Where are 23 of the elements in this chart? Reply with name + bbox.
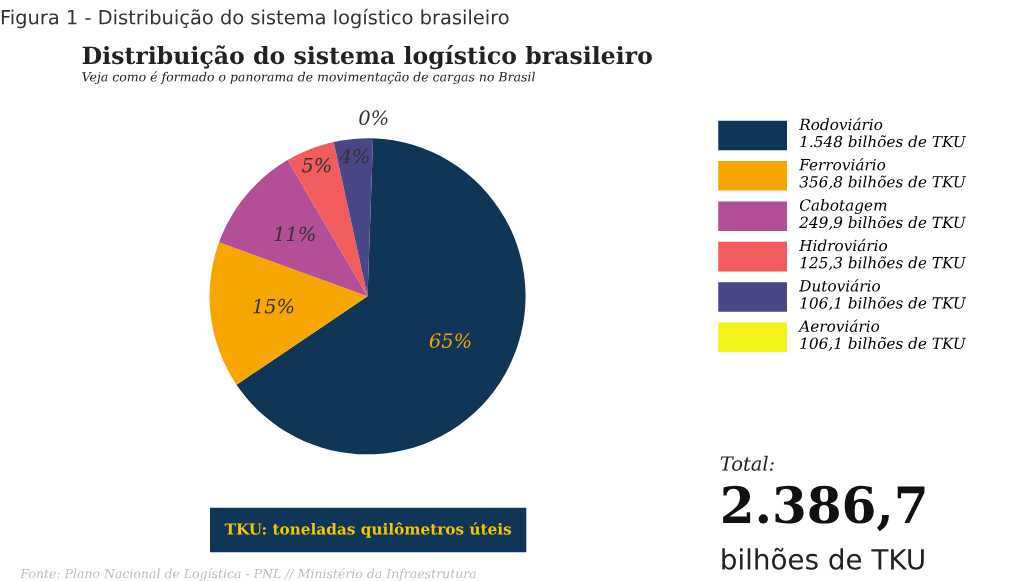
text: 0%	[359, 110, 388, 126]
legend-label: Ferroviário 356,8 bilhões de TKU	[798, 158, 967, 190]
legend-label: Rodoviário 1.548 bilhões de TKU	[798, 117, 967, 148]
legend-label: Aeroviário 106,1 bilhões de TKU	[798, 319, 967, 351]
text: TKU: toneladas quilômetros úteis	[224, 522, 512, 538]
data-label: 65%	[429, 333, 471, 348]
legend-label: Dutoviário 106,1 bilhões de TKU	[798, 279, 967, 311]
text: Figura 1 - Distribuição do sistema logístico brasileiro	[1, 8, 509, 29]
chart-subtitle: Veja como é formado o panorama de movimentação de cargas no Brasil	[82, 71, 535, 85]
text: bilhões de TKU	[722, 547, 924, 570]
text: 2.386,7	[723, 485, 925, 532]
text: Total:	[720, 455, 774, 471]
legend-label: Hidroviário 125,3 bilhões de TKU	[798, 238, 967, 271]
pie-slice	[333, 138, 374, 297]
pie-slice	[236, 138, 526, 455]
chart-title: Distribuição do sistema logístico brasileiro	[82, 45, 652, 70]
data-label: 4%	[339, 148, 369, 164]
legend-label: Cabotagem 249,9 bilhões de TKU	[799, 198, 967, 230]
data-label: 5%	[301, 157, 331, 173]
source-note: Fonte: Plano Nacional de Logística - PNL // Ministério da Infraestrutura	[20, 568, 476, 581]
data-label: 15%	[253, 298, 294, 314]
pie-slice	[209, 242, 368, 385]
data-label: 11%	[274, 226, 315, 242]
